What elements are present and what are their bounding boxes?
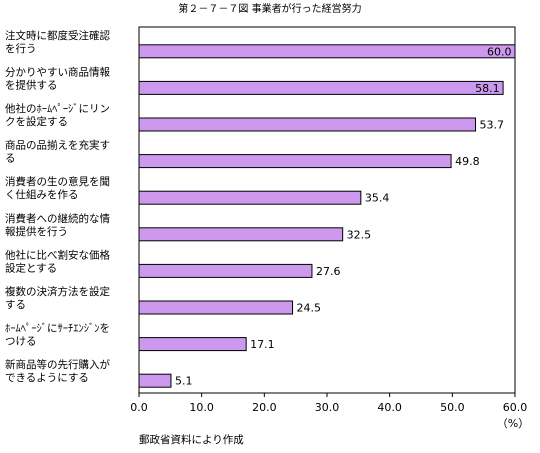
- bar-value-label: 24.5: [297, 302, 322, 315]
- bar-value-label: 35.4: [365, 192, 390, 205]
- bar: [138, 44, 516, 59]
- x-tick-label: 40.0: [377, 401, 402, 414]
- category-label: 消費者への継続的な情報提供を行う: [5, 212, 110, 238]
- bar-value-label: 60.0: [487, 45, 512, 58]
- bar-value-label: 17.1: [250, 338, 275, 351]
- chart-title: 第２－７－７図 事業者が行った経営努力: [178, 2, 361, 15]
- category-label: 注文時に都度受注確認を行う: [5, 29, 110, 55]
- bar: [138, 337, 247, 352]
- bar-value-label: 5.1: [175, 375, 193, 388]
- category-label: 新商品等の先行購入ができるようにする: [5, 358, 110, 384]
- category-label: 消費者の生の意見を聞く仕組みを作る: [5, 175, 110, 201]
- x-tick-label: 30.0: [315, 401, 340, 414]
- unit-label: （%）: [497, 417, 529, 430]
- bar: [138, 117, 477, 132]
- bar-value-label: 53.7: [480, 119, 505, 132]
- bar-value-label: 32.5: [347, 228, 372, 241]
- category-label: 複数の決済方法を設定する: [5, 285, 110, 311]
- bar-value-label: 27.6: [316, 265, 341, 278]
- bar: [138, 154, 452, 169]
- bar: [138, 373, 172, 388]
- bar: [138, 263, 313, 278]
- bar-value-label: 49.8: [455, 155, 480, 168]
- category-label: ﾎｰﾑﾍﾟｰｼﾞにｻｰﾁｴﾝｼﾞﾝをつける: [5, 323, 110, 348]
- category-label: 商品の品揃えを充実する: [5, 139, 110, 165]
- source-note: 郵政省資料により作成: [139, 433, 244, 446]
- bar-value-label: 58.1: [475, 82, 500, 95]
- bar: [138, 227, 344, 242]
- x-tick-label: 50.0: [440, 401, 465, 414]
- category-label: 分かりやすい商品情報を提供する: [5, 65, 110, 91]
- bar: [138, 190, 362, 205]
- x-tick-label: 10.0: [189, 401, 214, 414]
- x-tick-label: 20.0: [252, 401, 277, 414]
- x-tick-label: 0.0: [130, 401, 148, 414]
- bar: [138, 300, 294, 315]
- category-label: 他社に比べ割安な価格設定とする: [5, 248, 110, 274]
- category-label: 他社のﾎｰﾑﾍﾟｰｼﾞにリンクを設定する: [5, 102, 110, 128]
- bar: [138, 80, 504, 95]
- x-tick-label: 60.0: [503, 401, 528, 414]
